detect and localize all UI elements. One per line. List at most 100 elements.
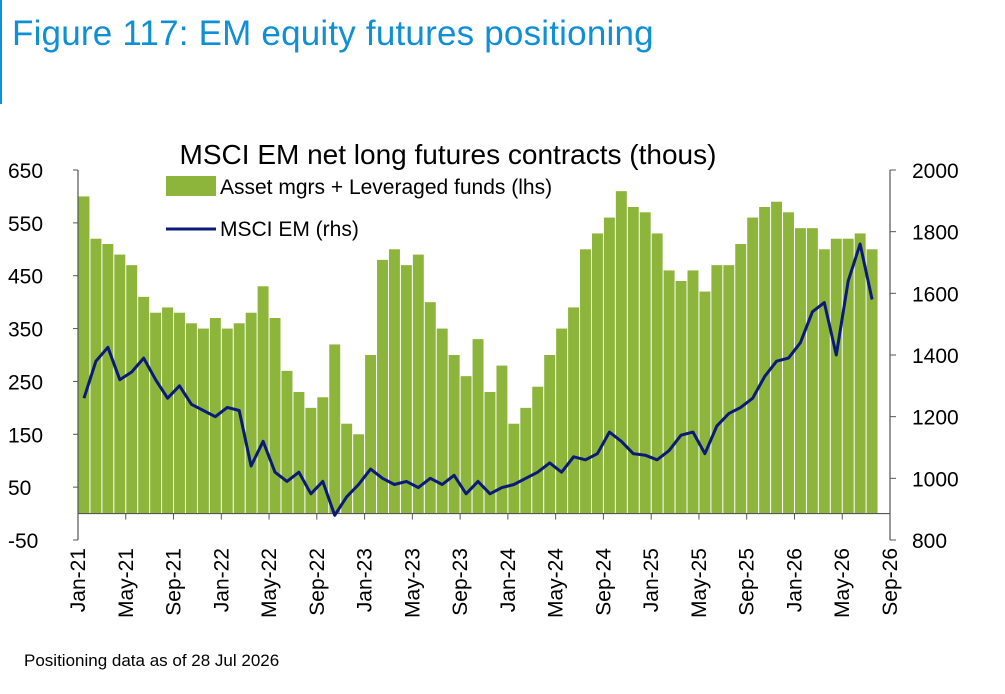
x-tick-label: Jan-23 bbox=[354, 548, 377, 612]
bar bbox=[221, 328, 233, 514]
right-tick-label: 1800 bbox=[912, 222, 959, 245]
x-tick-label: Jan-21 bbox=[67, 548, 90, 612]
x-tick-label: Sep-23 bbox=[449, 548, 472, 616]
bar bbox=[687, 270, 699, 514]
bar bbox=[603, 217, 615, 514]
legend: Asset mgrs + Leveraged funds (lhs) MSCI … bbox=[166, 176, 552, 241]
chart-title: MSCI EM net long futures contracts (thou… bbox=[180, 139, 717, 170]
bar bbox=[197, 328, 209, 514]
bar bbox=[114, 254, 126, 514]
bar bbox=[699, 291, 711, 514]
bar bbox=[412, 254, 424, 514]
bar bbox=[794, 228, 806, 514]
legend-label-bars: Asset mgrs + Leveraged funds (lhs) bbox=[220, 176, 552, 199]
bar bbox=[675, 281, 687, 514]
left-tick-label: 150 bbox=[8, 424, 43, 447]
right-tick-label: 2000 bbox=[912, 160, 959, 183]
bar bbox=[711, 265, 723, 514]
footnote: Positioning data as of 28 Jul 2026 bbox=[24, 651, 280, 670]
bar bbox=[484, 392, 496, 514]
x-tick-label: May-22 bbox=[258, 548, 281, 618]
bar bbox=[365, 355, 377, 514]
bar bbox=[317, 397, 329, 514]
bar bbox=[580, 249, 591, 514]
bar bbox=[544, 355, 556, 514]
left-tick-label: 450 bbox=[8, 266, 43, 289]
legend-swatch-bars bbox=[166, 176, 216, 196]
bar bbox=[460, 376, 472, 514]
x-tick-label: May-23 bbox=[401, 548, 424, 618]
x-tick-label: Sep-25 bbox=[736, 548, 759, 616]
bar bbox=[448, 355, 460, 514]
bar bbox=[174, 312, 185, 514]
x-tick-label: Sep-26 bbox=[879, 548, 902, 616]
x-tick-label: Sep-21 bbox=[163, 548, 186, 616]
bar bbox=[90, 238, 102, 514]
left-tick-label: 650 bbox=[8, 160, 43, 183]
bar bbox=[78, 196, 90, 514]
bar bbox=[233, 323, 245, 514]
bar bbox=[532, 386, 544, 514]
bar bbox=[568, 307, 580, 514]
bar bbox=[663, 270, 675, 514]
bar bbox=[257, 286, 269, 514]
bar bbox=[138, 296, 150, 514]
x-tick-label: Jan-22 bbox=[210, 548, 233, 612]
left-tick-label: -50 bbox=[8, 530, 38, 553]
bar bbox=[556, 328, 568, 514]
bar bbox=[520, 407, 532, 514]
bar bbox=[162, 307, 174, 514]
bar bbox=[472, 339, 484, 514]
x-tick-label: May-26 bbox=[831, 548, 854, 618]
bar bbox=[281, 370, 293, 514]
x-tick-label: Jan-25 bbox=[640, 548, 663, 612]
bar bbox=[400, 265, 412, 514]
x-tick-label: Jan-24 bbox=[497, 548, 520, 613]
bar bbox=[377, 259, 388, 514]
line-series bbox=[82, 242, 874, 517]
bar bbox=[759, 207, 771, 514]
right-tick-label: 1000 bbox=[912, 468, 959, 491]
bar bbox=[806, 228, 818, 514]
x-tick-label: May-25 bbox=[688, 548, 711, 618]
right-tick-label: 1400 bbox=[912, 345, 959, 368]
bar bbox=[830, 238, 842, 514]
bar bbox=[747, 217, 759, 514]
msci-em-line bbox=[82, 242, 874, 517]
bar-series bbox=[78, 191, 878, 514]
bar bbox=[723, 265, 735, 514]
right-axis: 2000 1800 1600 1400 1200 1000 800 bbox=[890, 160, 959, 553]
x-tick-label: May-24 bbox=[545, 548, 568, 618]
bar bbox=[388, 249, 400, 514]
bar bbox=[854, 233, 866, 514]
bar bbox=[329, 344, 341, 514]
right-tick-label: 1600 bbox=[912, 283, 959, 306]
accent-bar bbox=[0, 0, 2, 104]
left-tick-label: 550 bbox=[8, 213, 43, 236]
x-tick-label: Jan-26 bbox=[783, 548, 806, 612]
x-axis: Jan-21 May-21 Sep-21 Jan-22 May-22 Sep-22 Jan-… bbox=[67, 513, 902, 618]
bar bbox=[508, 423, 520, 514]
x-tick-label: Sep-24 bbox=[592, 548, 615, 616]
bar bbox=[353, 434, 365, 514]
bar bbox=[842, 238, 854, 514]
bar bbox=[150, 312, 162, 514]
axes bbox=[77, 170, 891, 540]
bar bbox=[651, 233, 663, 514]
left-tick-label: 250 bbox=[8, 371, 43, 394]
bar bbox=[126, 265, 138, 514]
bar bbox=[269, 318, 281, 514]
right-tick-label: 800 bbox=[912, 530, 947, 553]
bar bbox=[783, 212, 794, 514]
bar bbox=[185, 323, 197, 514]
bar bbox=[771, 201, 783, 514]
bar bbox=[866, 249, 878, 514]
bar bbox=[615, 191, 627, 514]
bar bbox=[341, 423, 353, 514]
figure-title: Figure 117: EM equity futures positionin… bbox=[12, 14, 654, 53]
bar bbox=[102, 244, 114, 514]
bar bbox=[293, 392, 305, 514]
right-tick-label: 1200 bbox=[912, 407, 959, 430]
x-tick-label: May-21 bbox=[115, 548, 138, 618]
